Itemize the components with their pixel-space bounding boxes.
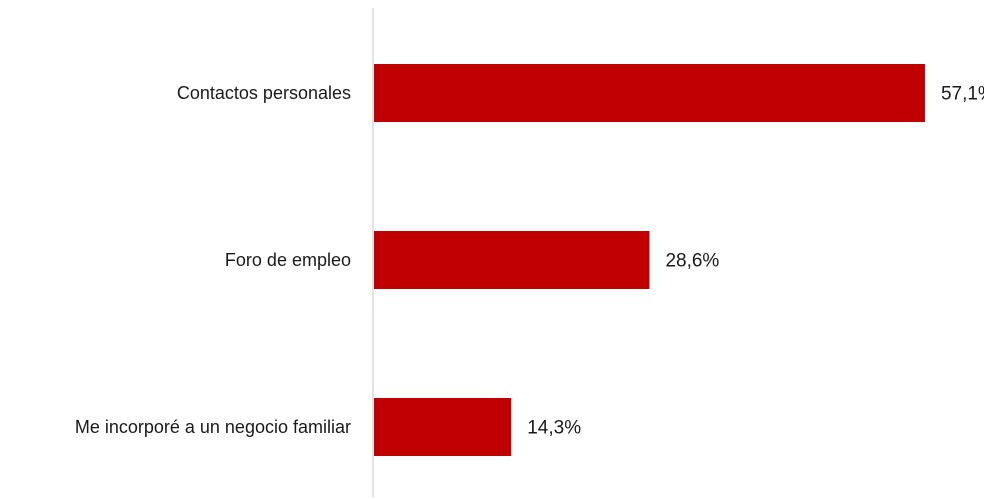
- bar-1: [374, 64, 925, 122]
- category-label-2: Foro de empleo: [225, 250, 351, 270]
- bar-2: [374, 231, 650, 289]
- data-label-3: 14,3%: [527, 418, 581, 439]
- data-label-1: 57,1%: [941, 84, 984, 105]
- category-label-3: Me incorporé a un negocio familiar: [75, 417, 351, 437]
- data-labels-group: 57,1% 28,6% 14,3%: [527, 84, 984, 439]
- category-labels-group: Contactos personales Foro de empleo Me inc…: [75, 83, 351, 437]
- bar-3: [374, 398, 512, 456]
- data-label-2: 28,6%: [665, 251, 719, 272]
- bars-group: [374, 64, 925, 456]
- category-label-1: Contactos personales: [177, 83, 351, 103]
